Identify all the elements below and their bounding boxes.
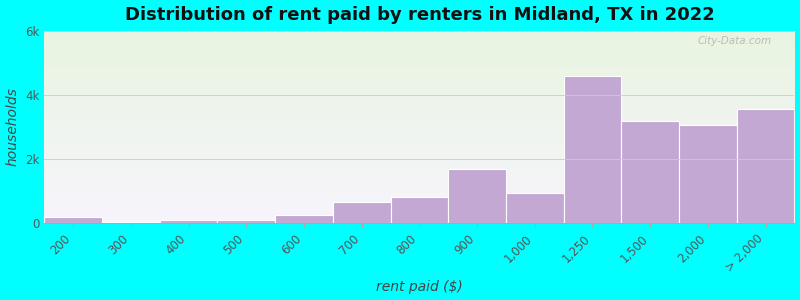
Bar	[622, 121, 679, 224]
Text: City-Data.com: City-Data.com	[698, 36, 772, 46]
Bar	[679, 125, 737, 224]
Bar	[737, 110, 794, 224]
Bar	[218, 220, 275, 224]
Bar	[564, 76, 622, 224]
Y-axis label: households: households	[6, 88, 19, 166]
Bar	[44, 217, 102, 224]
Bar	[506, 193, 564, 224]
Bar	[390, 197, 448, 224]
X-axis label: rent paid ($): rent paid ($)	[376, 280, 462, 294]
Bar	[275, 215, 333, 224]
Title: Distribution of rent paid by renters in Midland, TX in 2022: Distribution of rent paid by renters in …	[125, 6, 714, 24]
Bar	[333, 202, 390, 224]
Bar	[160, 220, 218, 224]
Bar	[102, 221, 160, 224]
Bar	[448, 169, 506, 224]
